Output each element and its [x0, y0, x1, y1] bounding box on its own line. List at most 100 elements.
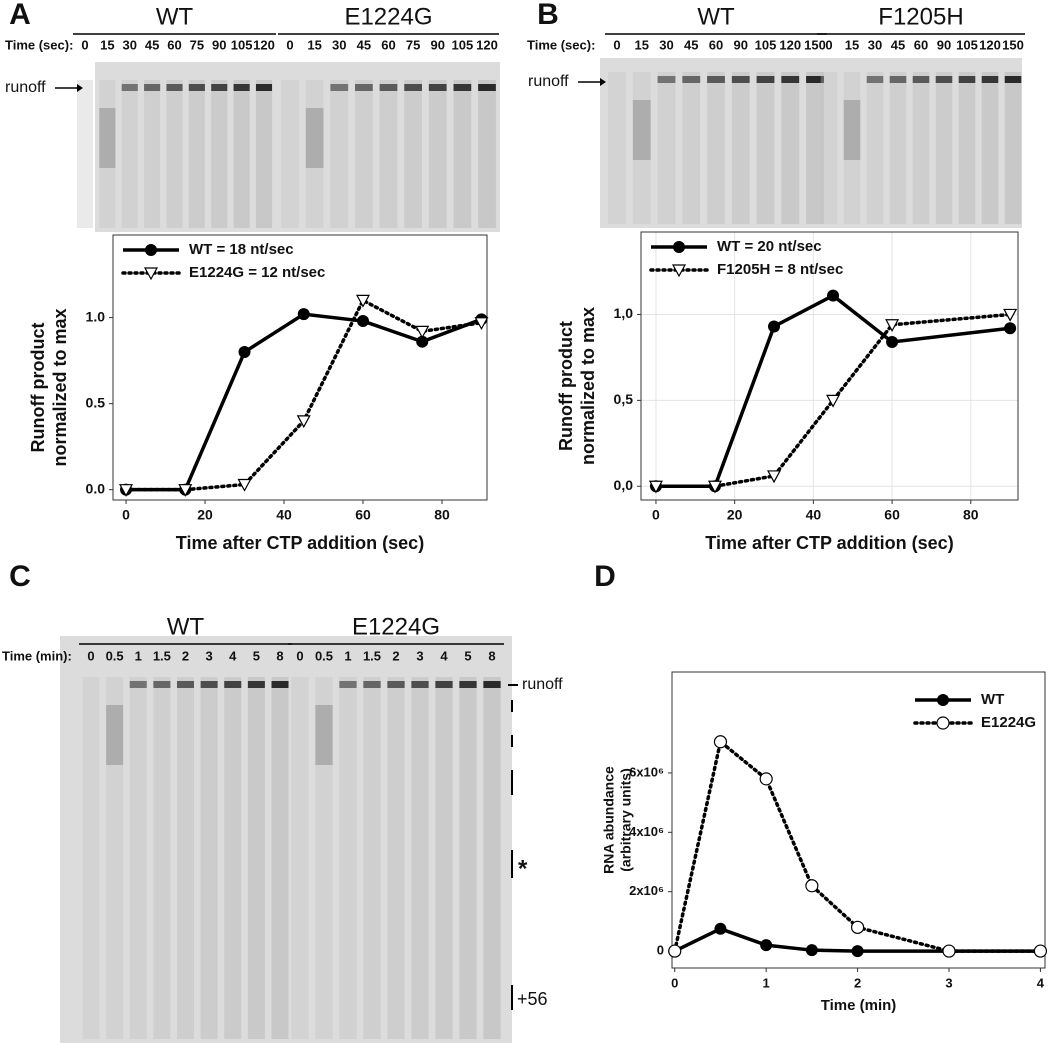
- gel-band: [781, 76, 800, 83]
- legend-label: E1224G: [981, 714, 1036, 731]
- gel-lane: [211, 80, 228, 228]
- arrow-head: [600, 78, 606, 86]
- legend-marker: [145, 244, 157, 256]
- gel-band: [459, 681, 477, 688]
- gel-lane: [435, 677, 453, 1039]
- gel-band: [981, 76, 999, 83]
- gel-band: [129, 681, 147, 688]
- y-tick-label: 1.0: [86, 308, 106, 324]
- gel-group-label: E1224G: [344, 3, 432, 30]
- gel-band: [166, 84, 183, 91]
- time-label: Time (sec):: [527, 37, 595, 52]
- data-point: [668, 944, 682, 958]
- legend-label: WT: [981, 691, 1004, 708]
- data-point: [119, 484, 134, 497]
- time-point: 3: [416, 648, 423, 663]
- gel-lane: [889, 72, 907, 224]
- data-point: [296, 415, 311, 429]
- gel-band: [912, 76, 930, 83]
- time-point: 2: [182, 648, 189, 663]
- gel-lane: [76, 80, 94, 228]
- data-point: [474, 317, 489, 331]
- time-point: 1: [344, 648, 351, 663]
- data-point: [415, 325, 430, 339]
- gel-band: [363, 681, 381, 688]
- y-axis-label: normalized to max: [578, 307, 598, 465]
- time-point: 30: [123, 37, 137, 52]
- x-tick-label: 0: [652, 507, 660, 523]
- gel-lane: [731, 72, 750, 224]
- series-line: [672, 738, 1043, 953]
- arrow-head: [77, 84, 83, 92]
- time-point: 120: [779, 37, 801, 52]
- time-point: 120: [979, 37, 1001, 52]
- gel-smear: [315, 705, 333, 765]
- time-point: 8: [488, 648, 495, 663]
- gel-group-label: WT: [167, 613, 205, 640]
- gel-lane: [363, 677, 381, 1039]
- gel-band: [224, 681, 242, 688]
- x-tick-label: 80: [434, 507, 450, 523]
- x-tick-label: 60: [355, 507, 371, 523]
- gel-band: [200, 681, 218, 688]
- gel-band: [211, 84, 228, 91]
- gel-band: [379, 84, 398, 91]
- gel-lane: [291, 677, 309, 1039]
- gel-band: [247, 681, 265, 688]
- gel-lane: [404, 80, 422, 228]
- gel-lane: [608, 72, 626, 224]
- time-point: 75: [406, 37, 420, 52]
- data-point: [714, 922, 727, 935]
- legend-label: E1224G = 12 nt/sec: [189, 264, 325, 281]
- gel-lane: [255, 80, 273, 228]
- y-axis-label: (arbitrary units): [618, 768, 634, 871]
- legend-marker: [673, 241, 685, 253]
- gel-lane: [315, 677, 333, 1039]
- gel-band: [866, 76, 884, 83]
- time-point: 0: [81, 37, 88, 52]
- gel-lane: [188, 80, 205, 228]
- gel-lane: [387, 677, 405, 1039]
- legend-label: WT = 20 nt/sec: [717, 238, 822, 255]
- plot-frame: [640, 231, 1019, 501]
- gel-group-label: WT: [697, 3, 735, 30]
- gel-lane: [129, 677, 147, 1039]
- time-point: 0: [613, 37, 620, 52]
- gel-group-label: WT: [156, 3, 194, 30]
- data-point: [826, 394, 841, 408]
- gel-group-label: E1224G: [352, 613, 440, 640]
- legend-marker: [936, 716, 950, 730]
- y-tick-label: 1,0: [614, 305, 634, 321]
- time-point: 90: [937, 37, 951, 52]
- time-point: 5: [253, 648, 260, 663]
- gel-lane: [820, 72, 838, 224]
- gel-lane: [483, 677, 501, 1039]
- data-point: [355, 294, 371, 308]
- legend-marker: [937, 694, 949, 706]
- time-point: 105: [231, 37, 253, 52]
- time-point: 75: [190, 37, 204, 52]
- gel-lane: [233, 80, 250, 228]
- gel-lane: [339, 677, 357, 1039]
- time-point: 60: [709, 37, 723, 52]
- gel-band: [271, 681, 289, 688]
- series-line: [655, 293, 1011, 489]
- gel-band: [188, 84, 205, 91]
- time-point: 0: [296, 648, 303, 663]
- time-point: 60: [167, 37, 181, 52]
- time-point: 120: [476, 37, 498, 52]
- time-point: 60: [381, 37, 395, 52]
- gel-lane: [82, 677, 100, 1039]
- time-point: 30: [332, 37, 346, 52]
- gel-band: [255, 84, 273, 91]
- time-point: 0: [286, 37, 293, 52]
- time-point: 15: [845, 37, 859, 52]
- time-point: 45: [145, 37, 159, 52]
- data-point: [760, 939, 773, 952]
- gel-lane: [355, 80, 373, 228]
- gel-lane: [281, 80, 299, 228]
- time-point: 30: [659, 37, 673, 52]
- time-point: 30: [868, 37, 882, 52]
- x-tick-label: 2: [854, 975, 861, 990]
- gel-lane: [379, 80, 398, 228]
